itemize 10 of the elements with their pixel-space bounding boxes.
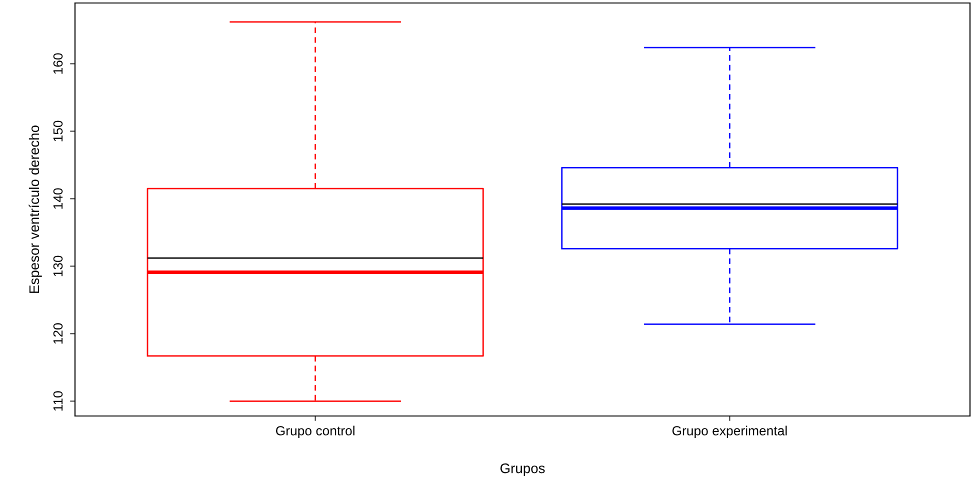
y-tick-label: 160: [53, 53, 63, 74]
y-tick-label: 110: [53, 391, 63, 411]
x-tick-label: Grupo control: [276, 426, 354, 438]
y-tick-label: 120: [53, 323, 63, 344]
y-axis-title: Espesor ventrículo derecho: [28, 126, 42, 293]
x-tick-label: Grupo experimental: [672, 426, 787, 438]
y-tick-label: 140: [53, 188, 63, 209]
y-tick-label: 150: [53, 120, 63, 142]
x-axis-title: Grupos: [500, 463, 545, 476]
y-tick-label: 130: [53, 256, 63, 276]
